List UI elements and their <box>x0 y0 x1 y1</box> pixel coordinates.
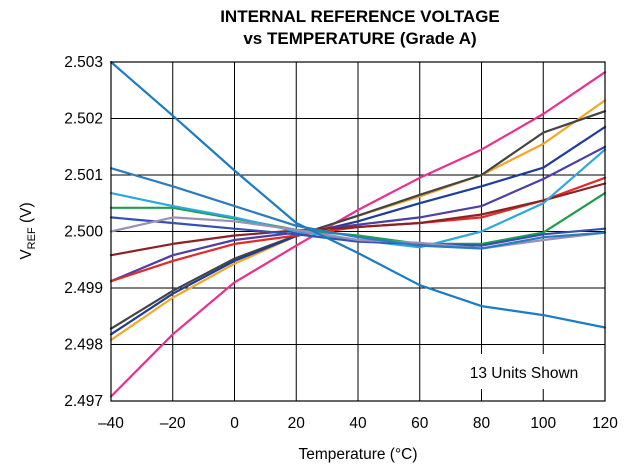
x-tick-label: 0 <box>230 415 239 432</box>
y-axis-label-sub: REF <box>26 227 38 249</box>
series-line-1 <box>109 71 607 398</box>
y-tick-label: 2.501 <box>64 167 103 184</box>
y-tick-label: 2.500 <box>64 224 103 241</box>
x-tick-label: 120 <box>592 415 618 432</box>
y-tick-label: 2.502 <box>64 111 103 128</box>
series-line-13 <box>109 60 607 329</box>
y-tick-labels: 2.497 2.498 2.499 2.500 2.501 2.502 2.503 <box>64 54 103 410</box>
series-line-7 <box>109 182 607 257</box>
series-line-3 <box>109 110 607 330</box>
chart-title: INTERNAL REFERENCE VOLTAGE <box>220 7 500 26</box>
series-line-5 <box>109 145 607 283</box>
x-tick-label: 40 <box>349 415 367 432</box>
series-line-11 <box>109 216 607 250</box>
y-axis-label-main: V <box>18 249 35 260</box>
x-tick-label: 60 <box>411 415 429 432</box>
y-tick-label: 2.498 <box>64 337 103 354</box>
y-tick-label: 2.499 <box>64 280 103 297</box>
series-line-8 <box>109 192 607 245</box>
chart-subtitle: vs TEMPERATURE (Grade A) <box>243 29 476 48</box>
y-tick-label: 2.497 <box>64 393 103 410</box>
x-tick-label: 100 <box>530 415 556 432</box>
annotation-box <box>439 354 609 389</box>
plot-frame <box>110 61 606 402</box>
series-line-10 <box>109 216 607 247</box>
x-axis-label: Temperature (°C) <box>298 446 417 463</box>
x-tick-label: –40 <box>98 415 124 432</box>
y-tick-label: 2.503 <box>64 54 103 71</box>
x-tick-label: 80 <box>473 415 491 432</box>
grid <box>111 62 605 401</box>
series-line-12 <box>109 167 607 250</box>
x-tick-labels: –40 –20 0 20 40 60 80 100 120 <box>98 415 618 432</box>
units-annotation: 13 Units Shown <box>470 365 579 382</box>
x-tick-label: –20 <box>160 415 186 432</box>
x-tick-label: 20 <box>288 415 306 432</box>
series-line-4 <box>109 125 607 336</box>
y-axis-label-unit: (V) <box>18 202 35 227</box>
y-axis-label: VREF (V) <box>18 202 38 259</box>
series-lines <box>109 60 607 398</box>
